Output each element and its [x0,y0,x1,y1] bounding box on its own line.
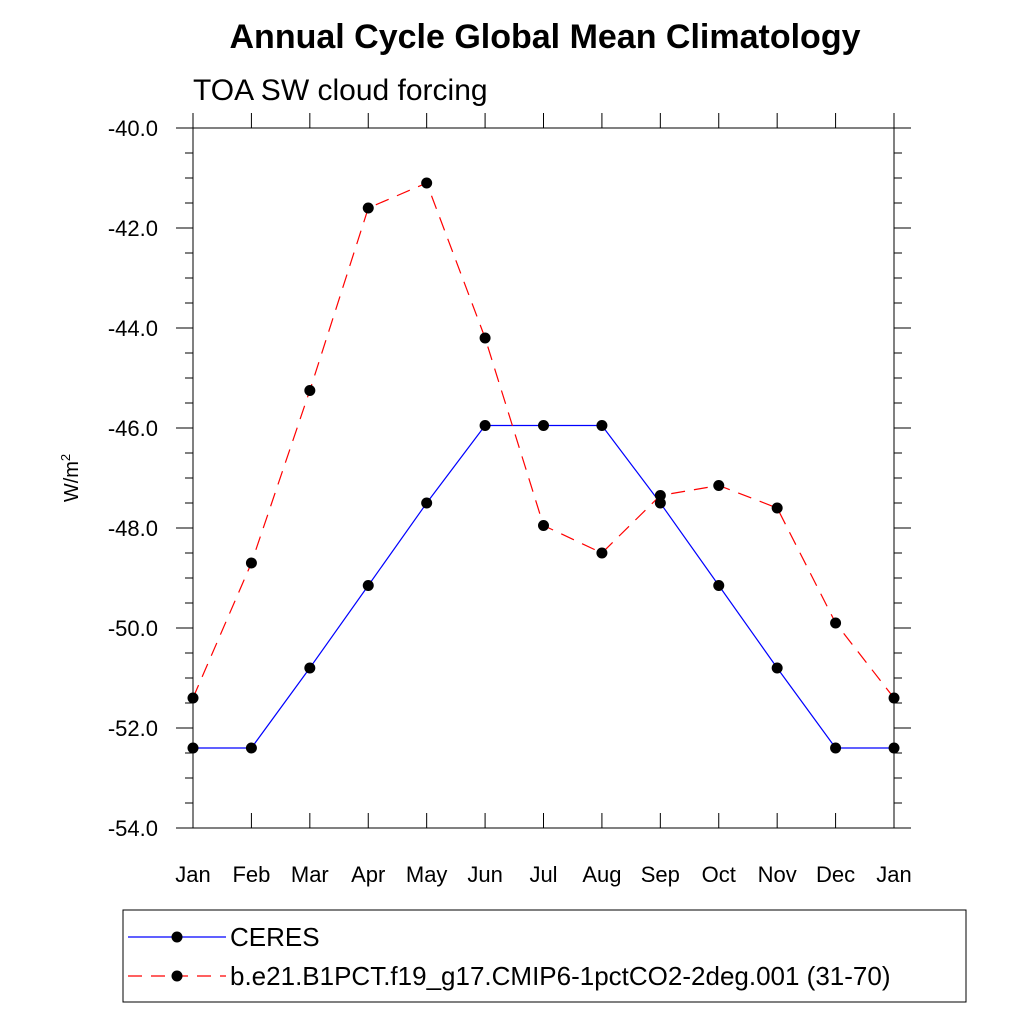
x-tick-label: Oct [702,862,736,887]
series-1-point [538,520,549,531]
x-tick-label: Jun [467,862,502,887]
series-1-point [888,692,900,704]
legend-entry-model: b.e21.B1PCT.f19_g17.CMIP6-1pctCO2-2deg.0… [128,961,891,991]
series-0-point [713,580,725,591]
series-1-point [654,490,666,501]
y-axis-label-superscript: 2 [58,454,73,461]
x-tick-label: Jan [876,862,911,887]
axes: -40.0 -42.0 -44.0 -46.0 -48.0 -50.0 -52.0 -54.0… [108,113,912,887]
series-0-point [538,420,549,431]
series-0-point [596,420,608,431]
series-1-point [479,332,491,344]
x-tick-label: May [406,862,448,887]
x-tick-label: Feb [232,862,270,887]
series-0-point [362,580,374,591]
series-1-point [245,557,257,569]
series-1-point [771,502,783,514]
x-tick-label: Dec [816,862,855,887]
series-1-point [713,480,725,491]
series-0-point [187,742,199,754]
x-tick-label: Nov [758,862,797,887]
series-1-point [187,692,199,704]
x-tick-label: Apr [351,862,385,887]
y-tick-label: -46.0 [108,416,158,441]
legend-marker-model [171,970,183,982]
series-line-1 [192,182,895,699]
y-tick-label: -54.0 [108,816,158,841]
legend-box [122,909,967,1003]
series-0-point [830,742,842,754]
legend-entry-ceres: CERES [128,922,320,952]
x-tick-label: Mar [291,862,329,887]
series-1-point [362,202,374,214]
plot-frame [192,127,895,829]
legend-label-model: b.e21.B1PCT.f19_g17.CMIP6-1pctCO2-2deg.0… [230,961,891,991]
series-0-point [771,662,783,674]
series-line-0 [193,424,894,749]
x-tick-label: Jan [175,862,210,887]
series-0-point [245,742,257,754]
y-axis-label-unit: W/m [61,461,83,502]
y-axis-label: W/m2 [58,454,83,502]
y-tick-label: -40.0 [108,116,158,141]
x-tick-label: Sep [641,862,680,887]
series-1-point [830,617,842,629]
x-tick-label: Aug [582,862,621,887]
series-0-point [421,497,433,509]
y-tick-label: -44.0 [108,316,158,341]
chart-title: Annual Cycle Global Mean Climatology [230,18,861,56]
series-0-point [479,420,491,431]
series-0-point [888,742,900,754]
legend-label-ceres: CERES [230,922,320,952]
series-1-point [304,385,316,396]
chart-subtitle: TOA SW cloud forcing [193,74,488,107]
y-tick-label: -48.0 [108,516,158,541]
y-tick-label: -52.0 [108,716,158,741]
y-tick-label: -42.0 [108,216,158,241]
series-1-point [421,177,433,189]
series-layer [187,177,900,754]
series-0-point [304,662,316,674]
series-1-point [596,547,608,559]
legend-marker-ceres [171,931,183,943]
x-tick-label: Jul [529,862,557,887]
y-tick-label: -50.0 [108,616,158,641]
